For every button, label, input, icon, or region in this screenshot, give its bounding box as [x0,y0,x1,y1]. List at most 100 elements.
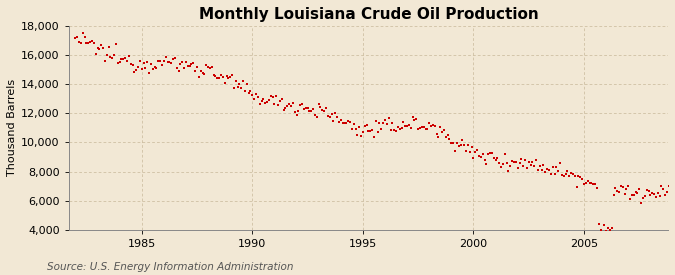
Point [118,57,129,61]
Point [142,60,153,64]
Point [116,57,127,61]
Point [656,184,667,188]
Point [466,145,477,149]
Point [394,126,405,131]
Point [630,190,641,194]
Point [197,71,208,76]
Point [474,154,485,158]
Point [86,39,97,43]
Point [500,152,510,156]
Point [420,127,431,131]
Point [601,229,612,233]
Point [575,175,586,180]
Point [442,133,453,137]
Point [652,191,663,196]
Point [374,120,385,125]
Point [369,134,379,139]
Point [558,174,569,178]
Point [367,128,377,132]
Point [147,67,158,72]
Point [78,31,88,35]
Point [494,161,505,165]
Point [140,66,151,70]
Point [599,223,610,227]
Point [177,59,188,64]
Point [188,61,198,65]
Point [540,170,551,174]
Point [459,143,470,147]
Point [477,152,488,156]
Point [99,59,110,63]
Point [291,113,302,117]
Point [201,63,212,67]
Point [468,155,479,160]
Point [195,68,206,73]
Point [249,97,260,101]
Point [90,51,101,56]
Point [230,79,241,84]
Point [262,100,273,104]
Point [562,169,573,174]
Point [497,162,508,166]
Point [243,91,254,95]
Point [383,116,394,120]
Point [542,166,553,171]
Point [252,94,263,99]
Point [448,141,458,145]
Point [361,123,372,128]
Point [298,106,309,111]
Point [503,169,514,173]
Point [614,190,624,195]
Point [131,68,142,72]
Point [508,160,519,164]
Point [162,60,173,65]
Point [389,127,400,132]
Point [378,121,389,125]
Point [232,84,243,89]
Point [623,184,634,188]
Point [134,59,145,63]
Point [492,156,503,160]
Point [208,72,219,77]
Point [580,181,591,185]
Point [603,226,614,230]
Point [479,158,490,162]
Point [234,81,245,86]
Point [179,65,190,70]
Point [645,193,656,197]
Point [597,230,608,235]
Point [119,56,130,60]
Point [348,121,359,126]
Point [210,74,221,78]
Point [452,141,462,145]
Point [344,120,355,124]
Point [85,40,96,44]
Point [227,73,238,77]
Point [109,53,119,57]
Point [414,126,425,130]
Point [199,72,210,76]
Point [225,75,236,79]
Point [531,157,541,162]
Point [311,115,322,120]
Point [354,125,364,130]
Point [387,121,398,126]
Point [385,127,396,132]
Point [485,151,495,155]
Point [616,184,626,189]
Point [192,65,202,70]
Point [335,118,346,122]
Point [470,150,481,154]
Point [74,39,84,44]
Point [416,125,427,129]
Point [568,171,578,176]
Point [105,55,116,59]
Point [586,180,597,185]
Point [535,164,545,169]
Point [457,138,468,142]
Point [662,190,672,194]
Point [523,160,534,165]
Point [79,34,90,39]
Point [160,55,171,59]
Point [260,101,271,105]
